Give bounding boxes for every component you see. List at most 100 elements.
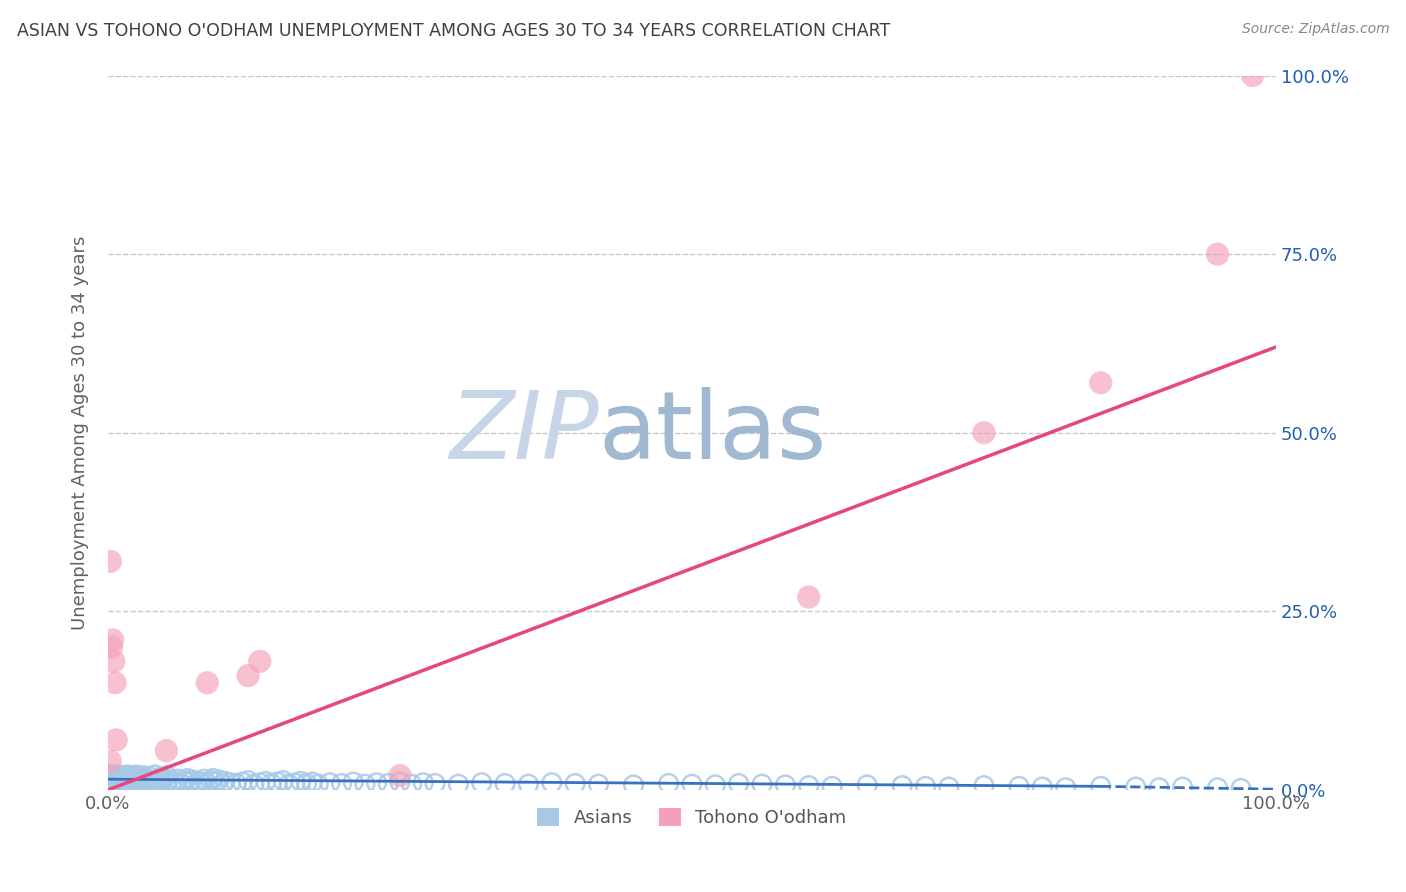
Point bbox=[973, 425, 995, 440]
Point bbox=[249, 776, 271, 790]
Point bbox=[103, 777, 125, 791]
Point bbox=[179, 775, 201, 789]
Point bbox=[278, 777, 301, 791]
Point bbox=[149, 770, 172, 784]
Point bbox=[111, 769, 134, 783]
Point bbox=[236, 773, 259, 788]
Point bbox=[176, 772, 198, 786]
Point bbox=[115, 768, 138, 782]
Point bbox=[111, 775, 134, 789]
Point bbox=[104, 769, 127, 783]
Point bbox=[153, 772, 176, 786]
Point bbox=[110, 772, 132, 787]
Point bbox=[136, 772, 159, 787]
Point bbox=[366, 776, 388, 790]
Point bbox=[128, 772, 150, 787]
Point bbox=[1147, 780, 1170, 795]
Point bbox=[160, 777, 183, 791]
Point bbox=[1008, 780, 1031, 794]
Point bbox=[797, 779, 820, 793]
Point bbox=[121, 776, 143, 790]
Point bbox=[249, 654, 271, 668]
Point bbox=[100, 774, 122, 789]
Point bbox=[704, 778, 727, 792]
Point bbox=[821, 780, 844, 794]
Point bbox=[342, 775, 364, 789]
Point bbox=[132, 772, 155, 786]
Point bbox=[284, 776, 307, 790]
Point bbox=[195, 776, 218, 790]
Point bbox=[1054, 780, 1077, 795]
Point bbox=[165, 776, 187, 790]
Point bbox=[211, 777, 233, 791]
Point bbox=[155, 775, 177, 789]
Point bbox=[155, 769, 177, 783]
Point bbox=[1031, 780, 1053, 794]
Point bbox=[134, 775, 156, 789]
Point bbox=[236, 668, 259, 682]
Point bbox=[101, 769, 124, 783]
Point bbox=[751, 777, 773, 791]
Point bbox=[797, 590, 820, 604]
Point bbox=[658, 776, 681, 790]
Point bbox=[100, 772, 122, 787]
Point bbox=[143, 776, 166, 790]
Point bbox=[588, 777, 610, 791]
Point bbox=[117, 772, 139, 787]
Point bbox=[112, 772, 135, 786]
Point bbox=[471, 776, 494, 790]
Point bbox=[266, 775, 288, 789]
Point bbox=[115, 776, 138, 790]
Point bbox=[301, 775, 323, 789]
Point bbox=[856, 778, 879, 792]
Point bbox=[104, 675, 127, 690]
Point bbox=[127, 770, 149, 784]
Point bbox=[290, 774, 312, 789]
Point bbox=[938, 780, 960, 794]
Y-axis label: Unemployment Among Ages 30 to 34 years: Unemployment Among Ages 30 to 34 years bbox=[72, 235, 89, 630]
Point bbox=[125, 768, 148, 782]
Point bbox=[271, 773, 294, 788]
Point bbox=[108, 776, 131, 790]
Point bbox=[231, 775, 253, 789]
Point bbox=[98, 776, 121, 790]
Point bbox=[108, 770, 131, 784]
Point bbox=[104, 774, 127, 789]
Point bbox=[447, 777, 470, 791]
Point bbox=[423, 776, 446, 790]
Point bbox=[494, 776, 516, 790]
Point bbox=[103, 770, 125, 784]
Point bbox=[184, 777, 207, 791]
Text: ASIAN VS TOHONO O'ODHAM UNEMPLOYMENT AMONG AGES 30 TO 34 YEARS CORRELATION CHART: ASIAN VS TOHONO O'ODHAM UNEMPLOYMENT AMO… bbox=[17, 22, 890, 40]
Point bbox=[98, 755, 121, 769]
Point bbox=[167, 772, 190, 787]
Point bbox=[775, 778, 797, 792]
Point bbox=[208, 772, 231, 787]
Point bbox=[225, 776, 247, 790]
Point bbox=[517, 777, 540, 791]
Point bbox=[105, 732, 128, 747]
Point bbox=[354, 777, 377, 791]
Point bbox=[891, 779, 914, 793]
Text: atlas: atlas bbox=[599, 387, 827, 479]
Point bbox=[112, 777, 135, 791]
Point bbox=[254, 774, 277, 789]
Point bbox=[114, 774, 136, 789]
Point bbox=[146, 772, 169, 787]
Point bbox=[131, 773, 153, 788]
Point bbox=[120, 769, 142, 783]
Point bbox=[1090, 780, 1112, 794]
Point bbox=[330, 776, 353, 790]
Point bbox=[98, 554, 121, 568]
Point bbox=[169, 776, 191, 790]
Point bbox=[103, 654, 125, 668]
Point bbox=[623, 778, 645, 792]
Point bbox=[195, 675, 218, 690]
Point bbox=[388, 769, 411, 783]
Point bbox=[914, 780, 936, 794]
Point bbox=[219, 776, 242, 790]
Point bbox=[105, 776, 128, 790]
Point bbox=[120, 772, 142, 786]
Point bbox=[190, 776, 212, 790]
Point bbox=[727, 776, 749, 790]
